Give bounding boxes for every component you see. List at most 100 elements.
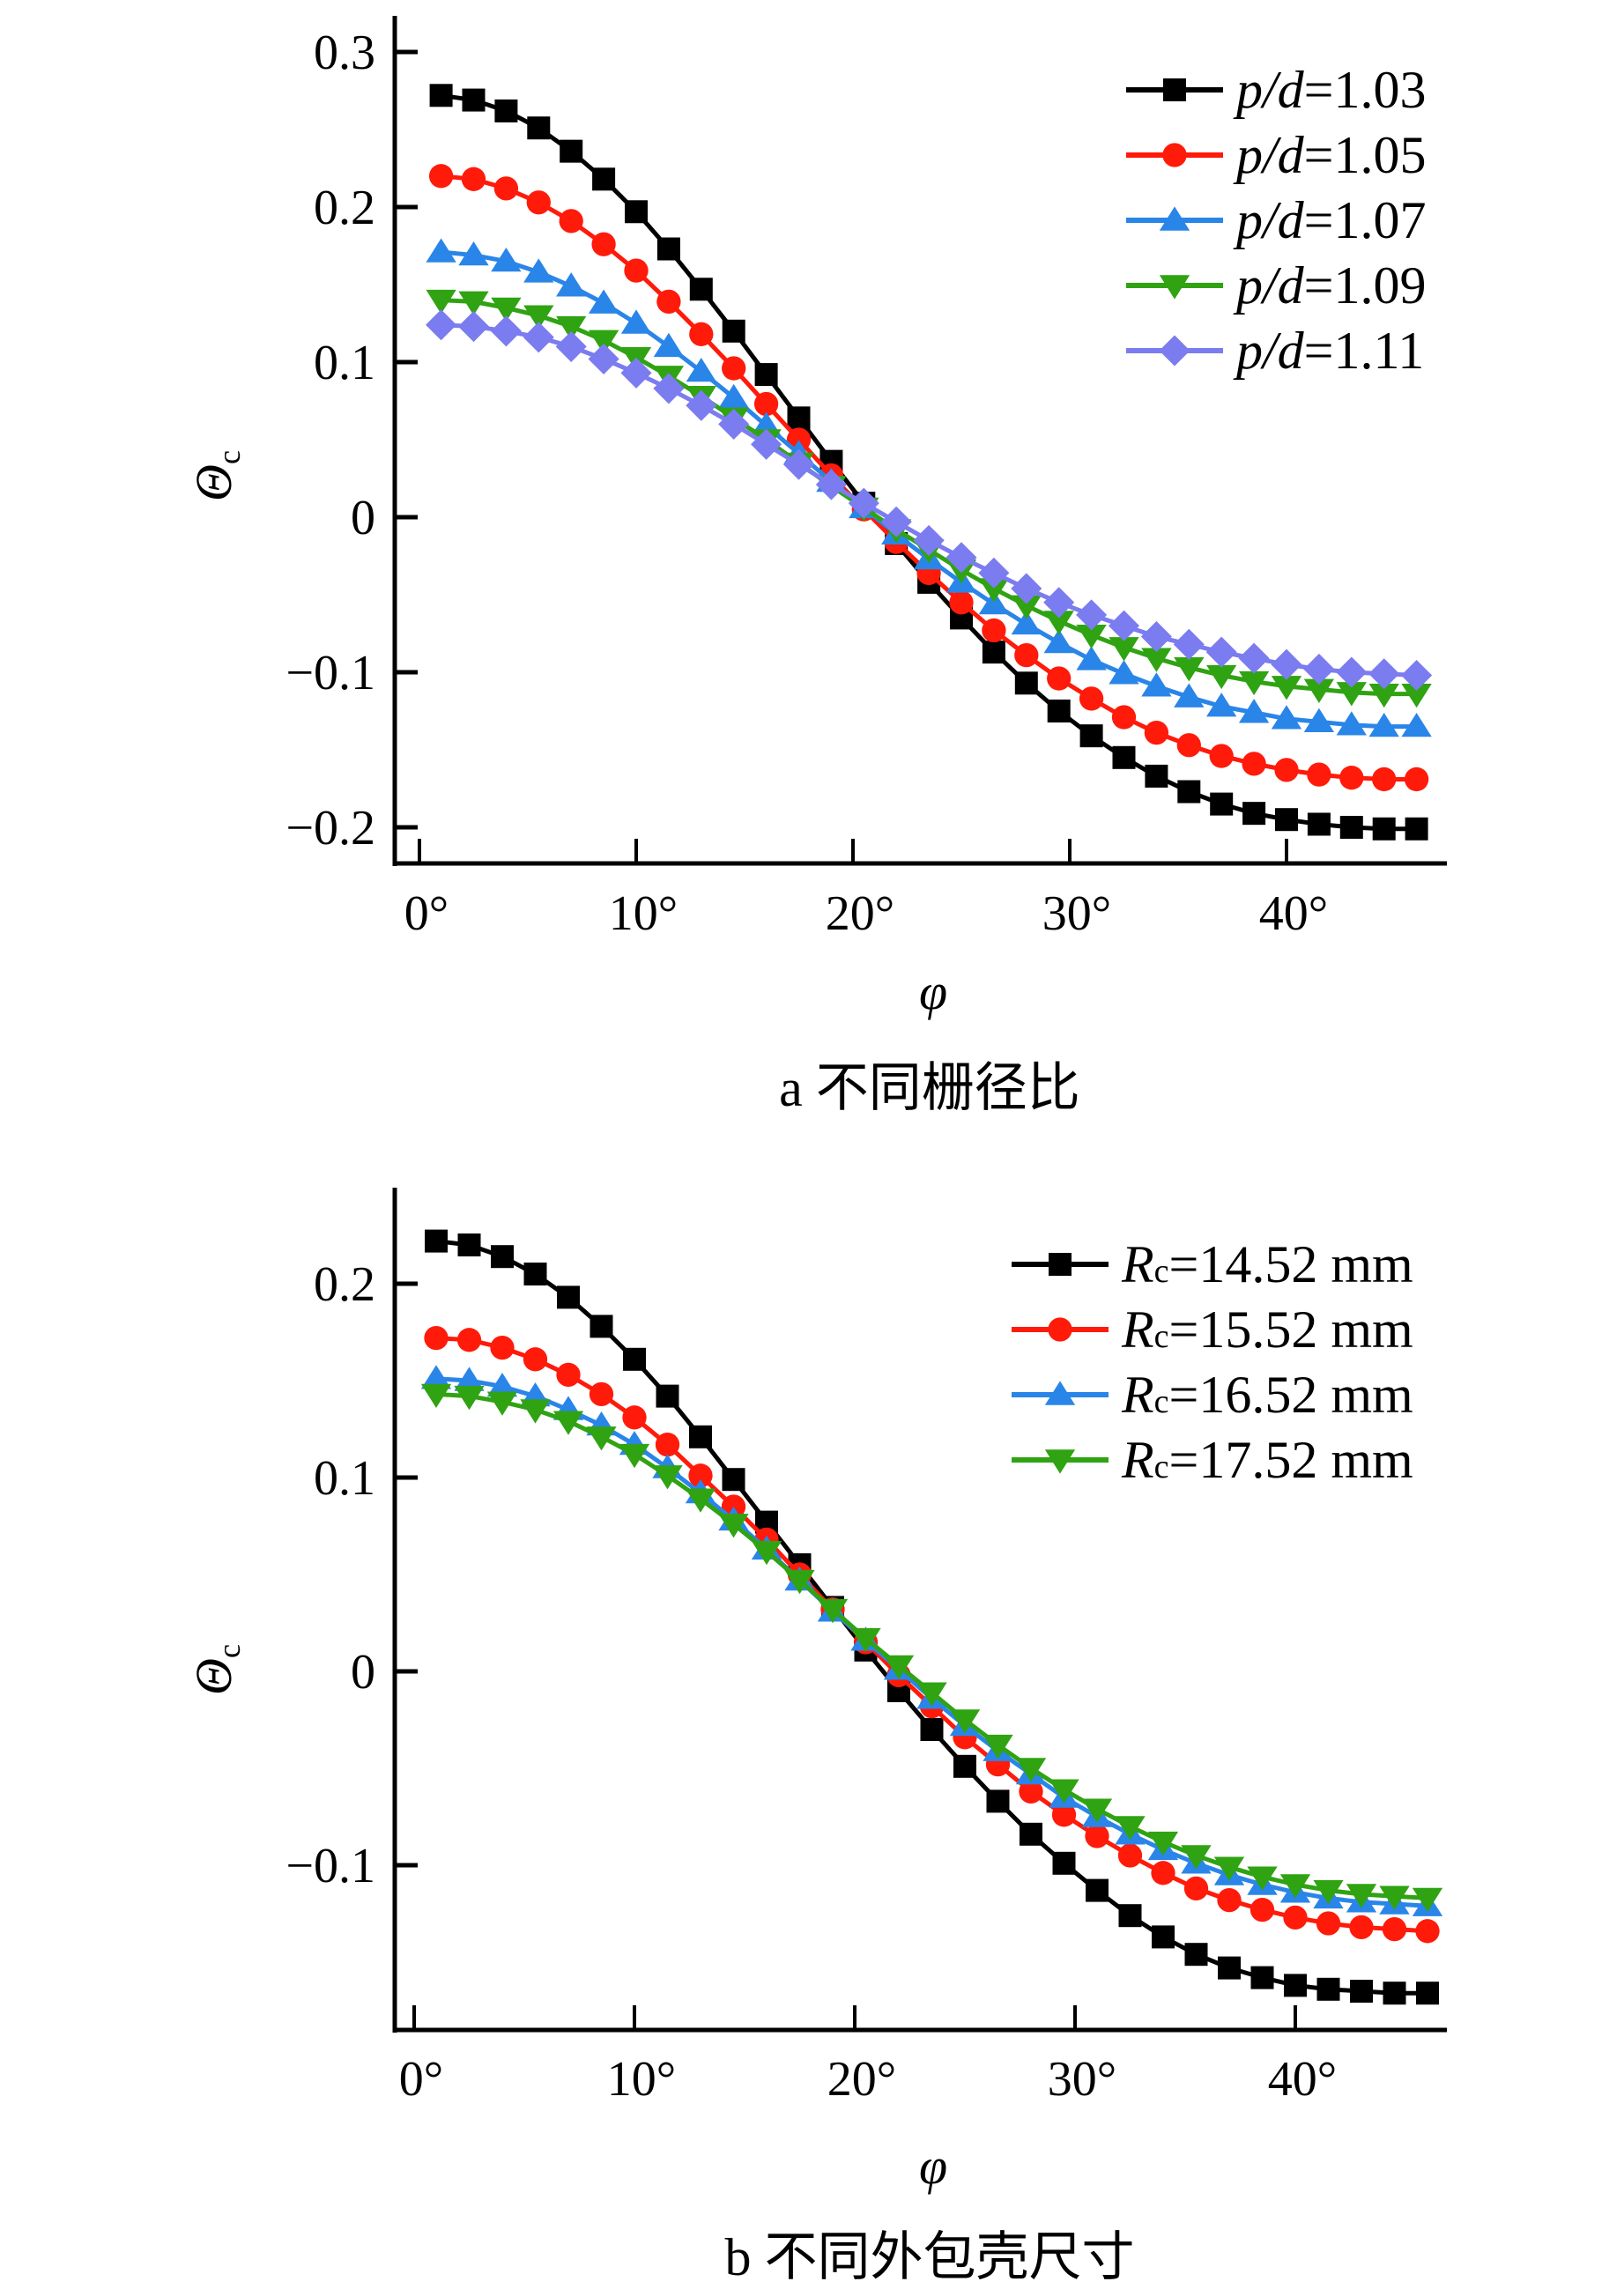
legend-item: p/d=1.07 bbox=[1126, 191, 1427, 249]
data-point bbox=[1336, 682, 1367, 707]
data-point bbox=[1336, 656, 1368, 688]
legend-label: Rc=14.52 mm bbox=[1121, 1235, 1413, 1293]
data-point bbox=[591, 232, 616, 256]
legend-item: p/d=1.05 bbox=[1126, 126, 1427, 184]
data-point bbox=[1238, 670, 1270, 696]
data-point bbox=[1209, 744, 1234, 768]
data-point bbox=[527, 116, 551, 140]
data-point bbox=[1313, 1879, 1344, 1905]
y-tick-label: 0.1 bbox=[314, 336, 375, 390]
data-point bbox=[1238, 699, 1270, 723]
x-tick-label: 30° bbox=[1042, 886, 1111, 941]
data-point bbox=[1275, 808, 1298, 832]
data-point bbox=[491, 248, 522, 272]
data-point bbox=[1213, 1856, 1245, 1881]
data-point bbox=[1368, 683, 1399, 708]
series-5 bbox=[426, 309, 1433, 692]
data-point bbox=[1238, 642, 1270, 674]
data-point bbox=[1079, 686, 1104, 711]
data-point bbox=[1111, 705, 1137, 730]
x-tick-label: 10° bbox=[607, 2052, 676, 2107]
data-point bbox=[1076, 599, 1108, 631]
data-point bbox=[949, 1709, 981, 1734]
data-point bbox=[458, 291, 489, 315]
legend-marker bbox=[1048, 1317, 1072, 1342]
data-point bbox=[1242, 752, 1266, 776]
y-axis-label-subscript: c bbox=[211, 1644, 247, 1658]
data-point bbox=[461, 167, 486, 191]
data-point bbox=[1141, 672, 1172, 697]
y-tick-label: 0 bbox=[351, 491, 375, 545]
legend-label: Rc=15.52 mm bbox=[1121, 1300, 1413, 1359]
data-point bbox=[526, 190, 551, 215]
data-point bbox=[1379, 1885, 1410, 1910]
data-point bbox=[1349, 1915, 1374, 1940]
data-point bbox=[787, 406, 811, 430]
data-point bbox=[1368, 713, 1399, 737]
legend: p/d=1.03 p/d=1.05 p/d=1.07 p/d=1.09 p/d=1.11 bbox=[1126, 61, 1427, 380]
y-tick-label: −0.1 bbox=[285, 646, 375, 700]
data-point bbox=[986, 1789, 1010, 1813]
data-point bbox=[1242, 802, 1266, 826]
data-point bbox=[1151, 1861, 1175, 1885]
data-point bbox=[686, 357, 716, 382]
data-point bbox=[1271, 648, 1302, 680]
data-point bbox=[494, 99, 518, 122]
data-point bbox=[523, 1347, 548, 1372]
data-point bbox=[656, 1384, 679, 1408]
y-tick-label: 0.2 bbox=[314, 1257, 375, 1312]
data-point bbox=[920, 1718, 944, 1741]
data-point bbox=[1176, 733, 1201, 758]
x-axis-label: φ bbox=[919, 2137, 947, 2195]
data-point bbox=[1112, 745, 1136, 769]
data-point bbox=[1174, 683, 1205, 707]
y-tick-label: −0.2 bbox=[285, 801, 375, 856]
data-point bbox=[754, 363, 778, 387]
data-point bbox=[1109, 660, 1139, 685]
legend-marker bbox=[1044, 1381, 1076, 1405]
data-point bbox=[1174, 657, 1205, 682]
data-point bbox=[655, 1432, 680, 1457]
data-point bbox=[428, 164, 454, 189]
data-point bbox=[1336, 711, 1367, 736]
data-point bbox=[718, 1514, 749, 1538]
data-point bbox=[848, 487, 879, 519]
data-point bbox=[1086, 1878, 1109, 1902]
data-point bbox=[1144, 720, 1169, 745]
data-point bbox=[490, 315, 522, 347]
data-point bbox=[588, 330, 619, 354]
chart-panel-a: 0.3 0.2 0.1 0 −0.1 −0.2 0° 10° 20° 30° 40° φ Θc p/d=1… bbox=[185, 16, 1447, 1117]
data-point bbox=[653, 373, 685, 404]
y-axis-label-subscript: c bbox=[211, 450, 247, 464]
data-point bbox=[1043, 587, 1075, 619]
data-point bbox=[1118, 1904, 1142, 1928]
data-point bbox=[588, 343, 619, 375]
data-point bbox=[523, 1263, 547, 1285]
data-point bbox=[1284, 1974, 1307, 1997]
x-tick-label: 40° bbox=[1268, 2052, 1337, 2107]
legend-label: p/d=1.07 bbox=[1233, 191, 1427, 249]
data-point bbox=[623, 1347, 646, 1371]
legend-marker bbox=[1162, 143, 1187, 167]
data-point bbox=[978, 578, 1010, 603]
data-point bbox=[782, 448, 815, 480]
data-point bbox=[486, 1391, 518, 1416]
data-point bbox=[1401, 713, 1432, 737]
legend-item: Rc=14.52 mm bbox=[1012, 1235, 1413, 1293]
data-point bbox=[454, 1367, 485, 1391]
x-tick-label: 20° bbox=[826, 886, 894, 941]
data-point bbox=[1303, 707, 1335, 733]
data-point bbox=[1011, 610, 1042, 635]
data-point bbox=[1303, 653, 1335, 685]
data-point bbox=[815, 469, 847, 500]
data-point bbox=[1405, 817, 1428, 841]
data-point bbox=[456, 1328, 482, 1352]
data-point bbox=[1372, 767, 1397, 792]
data-point bbox=[652, 1465, 683, 1490]
panel-caption: a 不同栅径比 bbox=[779, 1059, 1080, 1117]
data-point bbox=[1020, 1822, 1042, 1846]
data-point bbox=[1081, 1798, 1113, 1823]
data-point bbox=[753, 391, 779, 417]
data-point bbox=[850, 1627, 881, 1653]
data-point bbox=[1346, 1884, 1377, 1908]
